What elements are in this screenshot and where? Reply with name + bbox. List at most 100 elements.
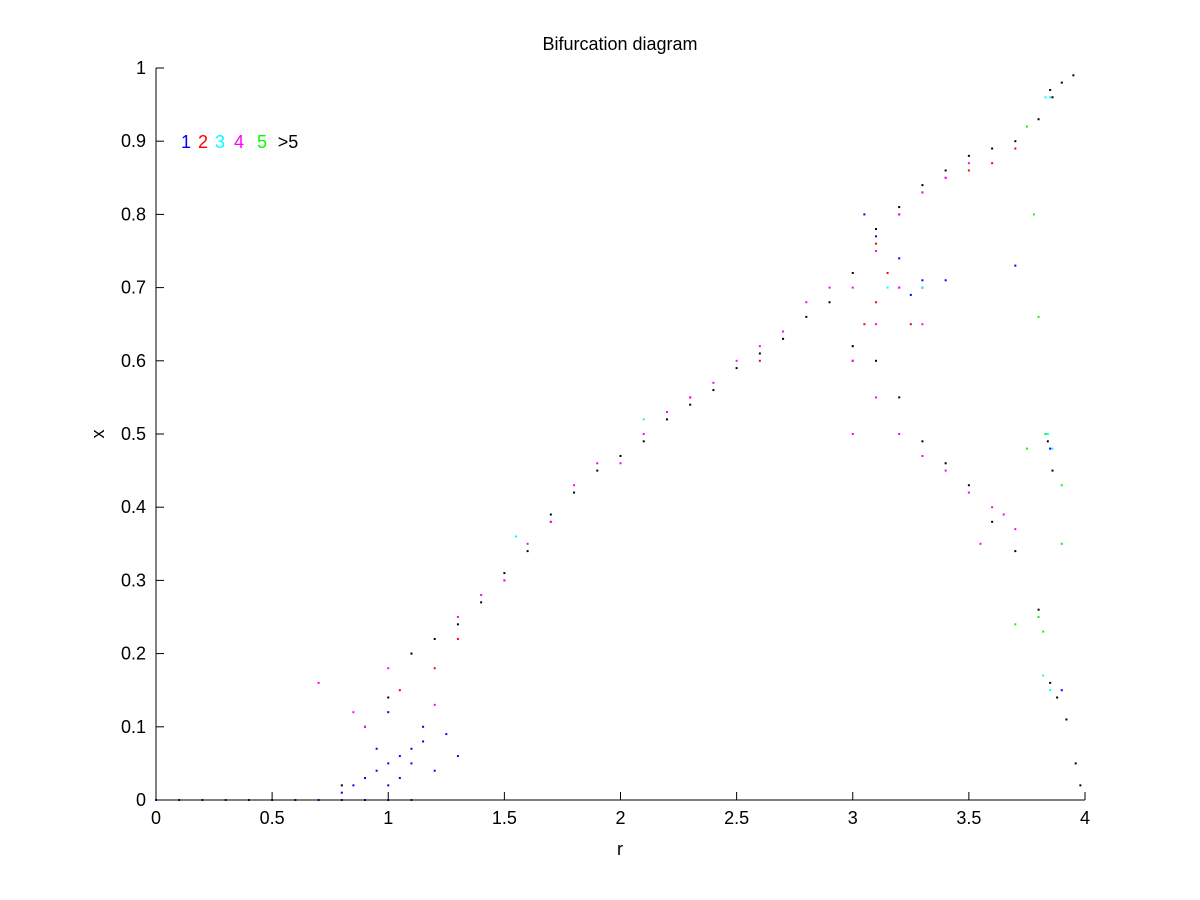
data-point bbox=[375, 769, 378, 772]
data-point bbox=[921, 454, 924, 457]
data-point bbox=[364, 777, 367, 780]
data-point bbox=[874, 228, 877, 231]
data-point bbox=[549, 520, 552, 523]
data-point bbox=[921, 279, 924, 282]
data-point bbox=[410, 762, 413, 765]
y-axis-label: x bbox=[88, 430, 108, 439]
data-point bbox=[433, 703, 436, 706]
data-point bbox=[619, 454, 622, 457]
x-axis-label: r bbox=[617, 839, 623, 859]
data-point bbox=[979, 542, 982, 545]
data-point bbox=[735, 359, 738, 362]
data-point bbox=[340, 784, 343, 787]
data-point bbox=[874, 250, 877, 252]
data-point bbox=[410, 652, 413, 655]
y-tick-label: 0.8 bbox=[121, 204, 146, 224]
data-point bbox=[909, 323, 912, 326]
data-point bbox=[1072, 74, 1075, 77]
data-point bbox=[898, 396, 901, 399]
data-point bbox=[1014, 264, 1017, 267]
data-point bbox=[991, 147, 994, 150]
data-point bbox=[921, 286, 924, 289]
data-point bbox=[480, 594, 483, 597]
data-point bbox=[991, 506, 994, 509]
data-point bbox=[1042, 674, 1045, 677]
data-point bbox=[665, 411, 668, 414]
x-tick-label: 4 bbox=[1080, 808, 1090, 828]
y-tick-label: 1 bbox=[136, 58, 146, 78]
series-2 bbox=[514, 96, 1054, 692]
data-point bbox=[456, 616, 459, 618]
data-point bbox=[863, 323, 866, 326]
data-point bbox=[1014, 550, 1017, 553]
data-point bbox=[1074, 762, 1077, 765]
data-point bbox=[1046, 433, 1049, 435]
data-point bbox=[874, 235, 877, 238]
data-point bbox=[944, 462, 947, 465]
data-point bbox=[967, 484, 970, 487]
data-point bbox=[398, 755, 401, 758]
legend-item: 4 bbox=[234, 132, 244, 152]
series-3 bbox=[317, 162, 1017, 728]
data-point bbox=[1002, 513, 1005, 516]
data-point bbox=[422, 725, 425, 728]
data-point bbox=[921, 184, 924, 187]
data-point bbox=[886, 286, 889, 289]
data-point bbox=[642, 433, 645, 435]
data-point bbox=[1051, 469, 1054, 472]
data-point bbox=[1046, 440, 1049, 443]
data-point bbox=[422, 740, 425, 743]
data-point bbox=[921, 440, 924, 443]
data-point bbox=[967, 162, 970, 165]
legend-item: >5 bbox=[278, 132, 299, 152]
y-tick-label: 0 bbox=[136, 790, 146, 810]
data-point bbox=[758, 345, 761, 348]
data-point bbox=[851, 359, 854, 362]
series-1 bbox=[398, 147, 1017, 692]
y-tick-label: 0.7 bbox=[121, 278, 146, 298]
data-point bbox=[596, 469, 599, 472]
x-tick-label: 2.5 bbox=[724, 808, 749, 828]
data-point bbox=[619, 462, 622, 465]
data-point bbox=[944, 469, 947, 472]
data-point bbox=[433, 667, 436, 670]
data-point bbox=[851, 345, 854, 348]
data-point bbox=[445, 733, 448, 736]
data-point bbox=[526, 550, 529, 553]
data-point bbox=[1014, 140, 1017, 143]
data-point bbox=[456, 637, 459, 640]
y-tick-label: 0.5 bbox=[121, 424, 146, 444]
data-point bbox=[898, 286, 901, 289]
data-point bbox=[921, 323, 924, 326]
data-point bbox=[596, 462, 599, 465]
data-point bbox=[549, 513, 552, 516]
data-point bbox=[433, 637, 436, 640]
plot-area bbox=[155, 74, 1082, 801]
x-tick-label: 1 bbox=[383, 808, 393, 828]
legend-item: 2 bbox=[198, 132, 208, 152]
legend: 1 2 3 4 5 >5 bbox=[181, 132, 298, 152]
y-tick-label: 0.3 bbox=[121, 570, 146, 590]
tick-marks: 0 0.5 1 1.5 2 2.5 3 3.5 4 0 0.1 0.2 0.3 0.4 0.5 0.6 0.7 0… bbox=[121, 58, 1090, 828]
data-point bbox=[828, 286, 831, 289]
data-point bbox=[851, 433, 854, 435]
data-point bbox=[1025, 125, 1028, 128]
data-point bbox=[573, 484, 576, 487]
y-tick-label: 0.4 bbox=[121, 497, 146, 517]
data-point bbox=[1049, 447, 1052, 450]
data-point bbox=[758, 359, 761, 362]
data-point bbox=[898, 206, 901, 209]
y-tick-label: 0.6 bbox=[121, 351, 146, 371]
data-point bbox=[352, 784, 355, 787]
data-point bbox=[991, 520, 994, 523]
data-point bbox=[1049, 681, 1052, 684]
data-point bbox=[1037, 616, 1040, 618]
data-point bbox=[967, 154, 970, 157]
series-5 bbox=[340, 74, 1082, 787]
data-point bbox=[340, 791, 343, 794]
data-point bbox=[712, 389, 715, 392]
data-point bbox=[387, 784, 390, 787]
data-point bbox=[526, 542, 529, 545]
data-point bbox=[1044, 433, 1047, 435]
data-point bbox=[1025, 447, 1028, 450]
